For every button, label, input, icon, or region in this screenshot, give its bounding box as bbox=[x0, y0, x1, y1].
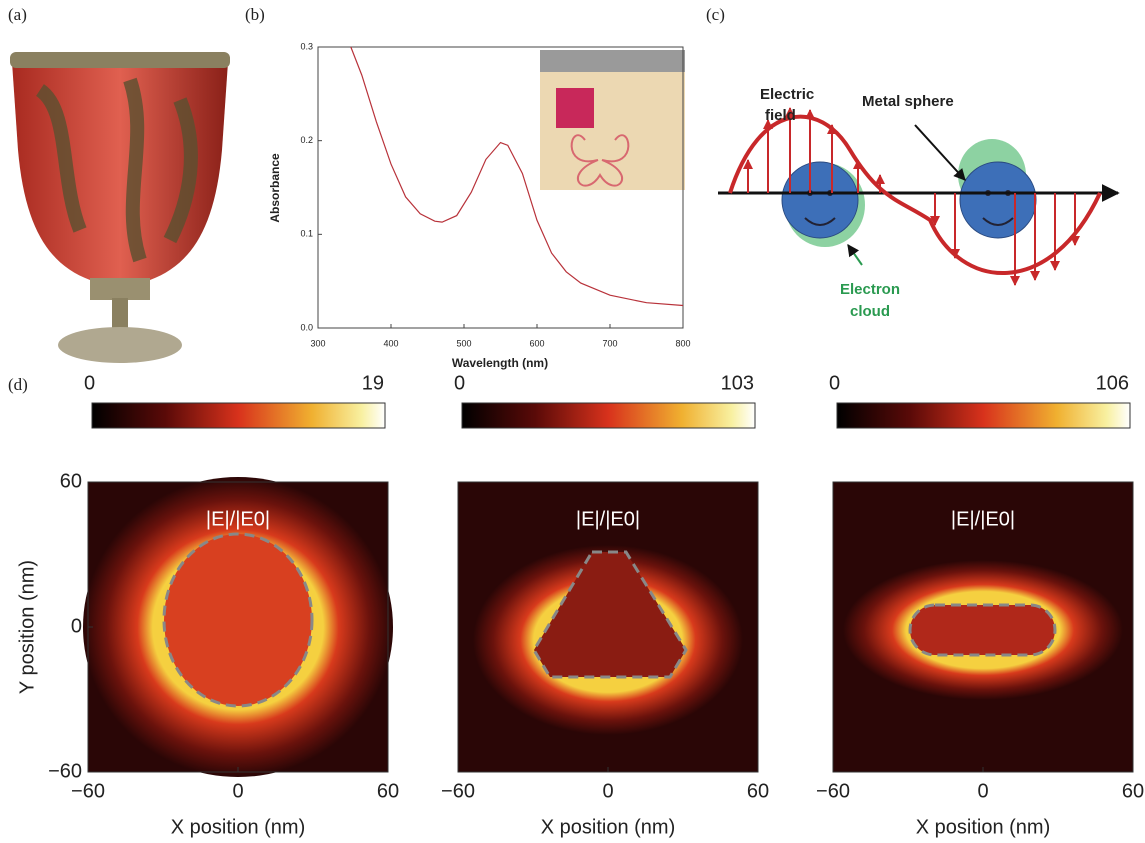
x-axis-label: X position (nm) bbox=[541, 816, 676, 838]
y-tick-label: 0.3 bbox=[300, 41, 313, 51]
diagram-label: Electron bbox=[840, 281, 900, 298]
panel-label: (d) bbox=[8, 375, 28, 394]
x-tick-label: 0 bbox=[602, 780, 613, 802]
diagram-label: Electric bbox=[760, 86, 814, 103]
figure: Electric field Metal sphere Electron clo… bbox=[0, 0, 1145, 843]
colorbar-max: 19 bbox=[362, 372, 384, 394]
panel-label: (b) bbox=[245, 5, 265, 24]
colorbar bbox=[462, 403, 755, 428]
inset-photo bbox=[540, 50, 685, 190]
x-tick-label: 400 bbox=[383, 338, 398, 348]
x-tick-label: −60 bbox=[816, 780, 850, 802]
particle-outline bbox=[910, 605, 1055, 655]
diagram-label: Metal sphere bbox=[862, 93, 954, 110]
x-tick-label: −60 bbox=[71, 780, 105, 802]
x-tick-label: 0 bbox=[977, 780, 988, 802]
particle-outline bbox=[164, 534, 312, 706]
y-tick-label: 0.0 bbox=[300, 322, 313, 332]
y-tick-label: 0 bbox=[71, 615, 82, 637]
y-axis-label: Y position (nm) bbox=[16, 560, 38, 694]
x-tick-label: 0 bbox=[232, 780, 243, 802]
y-tick-label: −60 bbox=[48, 760, 82, 782]
x-axis-label: X position (nm) bbox=[916, 816, 1051, 838]
map-label: |E|/|E0| bbox=[951, 508, 1015, 530]
x-axis-label: Wavelength (nm) bbox=[452, 356, 548, 370]
field-map-shapes bbox=[843, 560, 1123, 700]
field-diagram bbox=[718, 108, 1118, 285]
colorbar-min: 0 bbox=[454, 372, 465, 394]
x-tick-label: 700 bbox=[602, 338, 617, 348]
diagram-label: cloud bbox=[850, 303, 890, 320]
colorbar-max: 103 bbox=[721, 372, 754, 394]
colorbar-max: 106 bbox=[1096, 372, 1129, 394]
x-tick-label: 600 bbox=[529, 338, 544, 348]
y-tick-label: 0.1 bbox=[300, 229, 313, 239]
colorbar-min: 0 bbox=[84, 372, 95, 394]
x-tick-label: 60 bbox=[747, 780, 769, 802]
map-label: |E|/|E0| bbox=[206, 508, 270, 530]
x-tick-label: 300 bbox=[310, 338, 325, 348]
x-tick-label: 800 bbox=[675, 338, 690, 348]
x-tick-label: 60 bbox=[1122, 780, 1144, 802]
map-label: |E|/|E0| bbox=[576, 508, 640, 530]
y-tick-label: 0.2 bbox=[300, 135, 313, 145]
x-tick-label: −60 bbox=[441, 780, 475, 802]
panel-label: (c) bbox=[706, 5, 725, 24]
colorbar-min: 0 bbox=[829, 372, 840, 394]
colorbar bbox=[837, 403, 1130, 428]
x-tick-label: 60 bbox=[377, 780, 399, 802]
goblet-photo bbox=[10, 52, 230, 363]
y-axis-label: Absorbance bbox=[268, 153, 282, 223]
diagram-label: field bbox=[765, 107, 796, 124]
field-map-shapes bbox=[473, 545, 743, 735]
x-tick-label: 500 bbox=[456, 338, 471, 348]
y-tick-label: 60 bbox=[60, 470, 82, 492]
colorbar bbox=[92, 403, 385, 428]
x-axis-label: X position (nm) bbox=[171, 816, 306, 838]
panel-label: (a) bbox=[8, 5, 27, 24]
